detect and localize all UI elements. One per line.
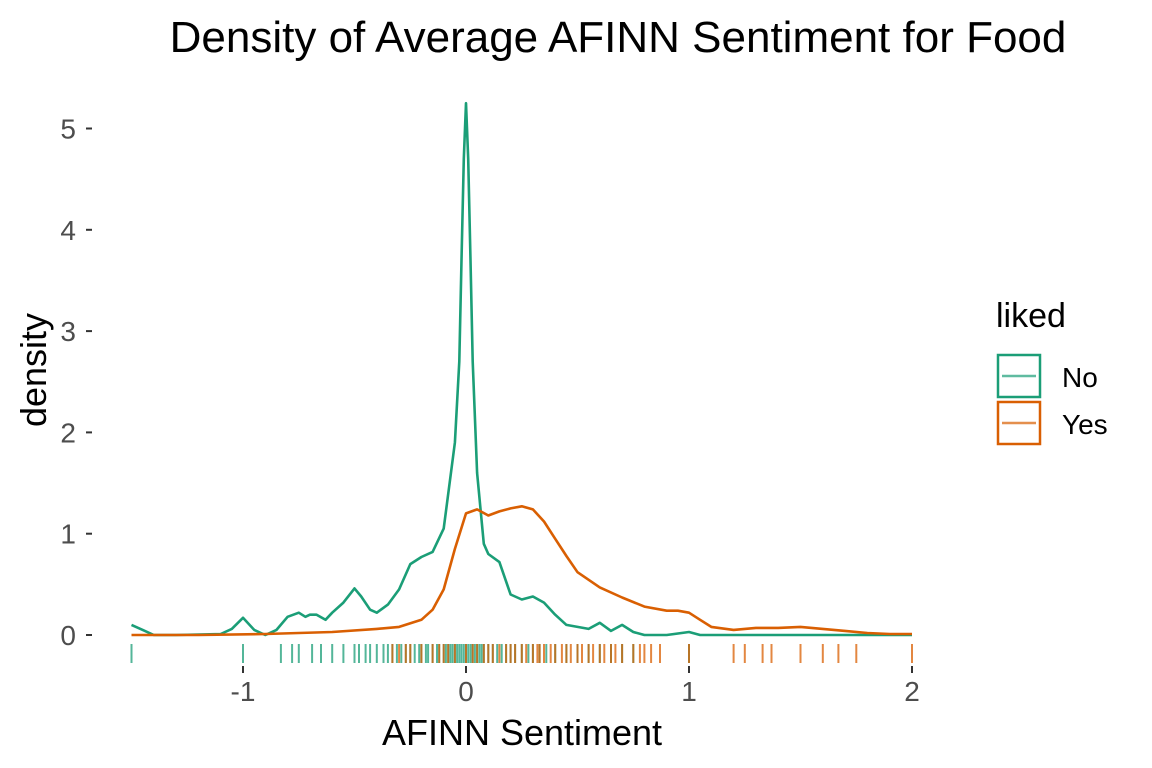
y-tick-label: 1 [60, 519, 76, 550]
y-axis-title: density [13, 313, 54, 427]
density-line-yes [131, 505, 912, 637]
x-axis-title: AFINN Sentiment [382, 712, 662, 753]
y-tick-label: 4 [60, 215, 76, 246]
y-axis: 0 1 2 3 4 5 [60, 114, 92, 651]
legend-title: liked [996, 297, 1066, 335]
x-tick-label: -1 [231, 676, 256, 707]
plot-area [130, 101, 913, 663]
x-tick-label: 2 [904, 676, 920, 707]
x-axis: -1 0 1 2 [231, 666, 920, 707]
x-tick-label: 0 [458, 676, 474, 707]
y-tick-label: 3 [60, 316, 76, 347]
x-tick-label: 1 [681, 676, 697, 707]
legend-label-yes: Yes [1062, 409, 1108, 440]
legend-label-no: No [1062, 362, 1098, 393]
y-tick-label: 2 [60, 417, 76, 448]
legend: liked No Yes [996, 297, 1108, 446]
y-tick-label: 5 [60, 114, 76, 145]
density-line-no [130, 101, 912, 637]
y-tick-label: 0 [60, 620, 76, 651]
chart-title: Density of Average AFINN Sentiment for F… [170, 13, 1067, 62]
legend-item-yes: Yes [996, 400, 1108, 446]
legend-item-no: No [996, 353, 1098, 399]
